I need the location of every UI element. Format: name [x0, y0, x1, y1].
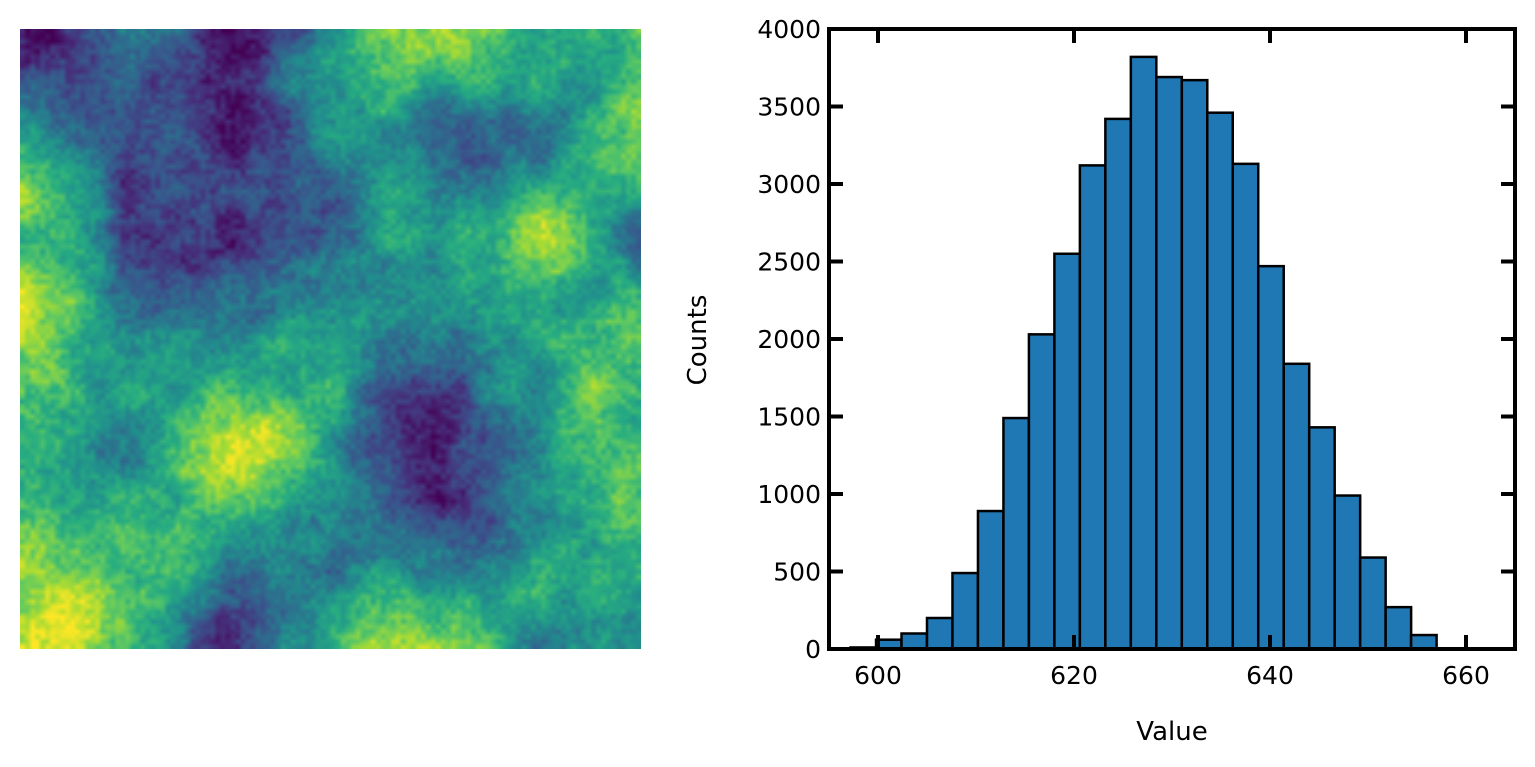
x-axis-title: Value [1136, 717, 1207, 747]
histogram-bar [976, 509, 1005, 651]
y-tick-label: 3500 [757, 93, 821, 122]
histogram-bar [1027, 333, 1056, 651]
histogram-bar [1180, 78, 1209, 651]
histogram-bar [1231, 162, 1260, 651]
histogram-bar [1078, 164, 1107, 651]
histogram-bar [1002, 416, 1031, 651]
y-tick-labels: 0 500 1000 1500 2000 2500 3000 3500 4000 [757, 15, 821, 664]
plot-frame [827, 27, 1517, 651]
histogram-bar [1333, 494, 1362, 651]
histogram-bars [849, 55, 1438, 651]
x-tick-label: 660 [1442, 661, 1490, 690]
histogram-bar [925, 616, 954, 651]
y-tick-label: 3000 [757, 170, 821, 199]
histogram-bar [1358, 556, 1387, 651]
y-axis-title: Counts [683, 295, 713, 386]
histogram-bar [1155, 75, 1184, 651]
x-tick-label: 600 [854, 661, 902, 690]
histogram-bar [951, 571, 980, 651]
histogram-bar [1104, 117, 1133, 651]
histogram-bar [1053, 252, 1082, 651]
y-tick-label: 4000 [757, 15, 821, 44]
histogram-bar [1256, 264, 1285, 651]
histogram-bar [1384, 605, 1413, 651]
noise-heatmap-image [20, 29, 641, 649]
histogram-bar [900, 632, 929, 651]
x-tick-label: 620 [1050, 661, 1098, 690]
x-tick-label: 640 [1246, 661, 1294, 690]
histogram-bar [1129, 55, 1158, 651]
x-tick-labels: 600 620 640 660 [854, 661, 1490, 690]
histogram-bar [1282, 362, 1311, 651]
y-tick-label: 1000 [757, 480, 821, 509]
y-tick-label: 2500 [757, 248, 821, 277]
histogram-bar [1409, 633, 1438, 651]
y-tick-label: 2000 [757, 325, 821, 354]
histogram-bar [1307, 426, 1336, 651]
y-tick-label: 0 [805, 635, 821, 664]
y-tick-label: 500 [773, 558, 821, 587]
y-tick-label: 1500 [757, 403, 821, 432]
histogram-bar [1206, 111, 1235, 651]
